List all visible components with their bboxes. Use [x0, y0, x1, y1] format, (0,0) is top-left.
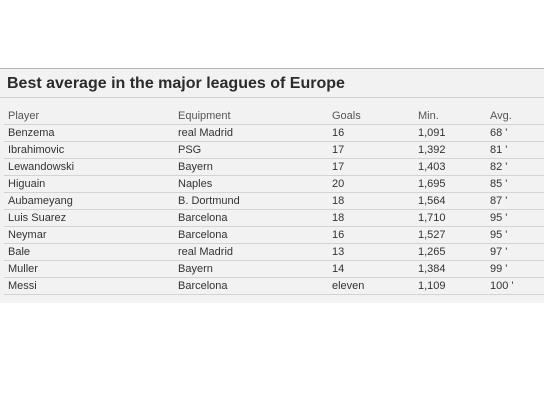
cell-average: 87 ': [486, 192, 544, 210]
table-row: Muller Bayern 14 1,384 99 ': [4, 260, 544, 278]
table-row: Lewandowski Bayern 17 1,403 82 ': [4, 158, 544, 176]
cell-goals: 20: [328, 175, 414, 193]
widget-title: Best average in the major leagues of Eur…: [7, 75, 345, 92]
cell-player: Neymar: [4, 226, 174, 244]
cell-player: Lewandowski: [4, 158, 174, 176]
cell-player: Ibrahimovic: [4, 141, 174, 159]
cell-average: 82 ': [486, 158, 544, 176]
cell-team: Naples: [174, 175, 328, 193]
cell-goals: 17: [328, 158, 414, 176]
table-row: Bale real Madrid 13 1,265 97 ': [4, 243, 544, 261]
cell-player: Messi: [4, 277, 174, 295]
title-divider: [0, 97, 544, 98]
table-header-row: Player Equipment Goals Min. Avg.: [4, 107, 544, 125]
table-body: Benzema real Madrid 16 1,091 68 ' Ibrahi…: [4, 124, 544, 295]
cell-minutes: 1,109: [414, 277, 486, 295]
cell-average: 68 ': [486, 124, 544, 142]
cell-minutes: 1,527: [414, 226, 486, 244]
cell-minutes: 1,265: [414, 243, 486, 261]
cell-player: Luis Suarez: [4, 209, 174, 227]
cell-player: Higuain: [4, 175, 174, 193]
cell-team: real Madrid: [174, 124, 328, 142]
cell-team: Barcelona: [174, 277, 328, 295]
cell-average: 97 ': [486, 243, 544, 261]
cell-average: 95 ': [486, 209, 544, 227]
cell-team: Bayern: [174, 158, 328, 176]
cell-average: 95 ': [486, 226, 544, 244]
cell-minutes: 1,710: [414, 209, 486, 227]
cell-minutes: 1,564: [414, 192, 486, 210]
cell-average: 81 ': [486, 141, 544, 159]
table-row: Aubameyang B. Dortmund 18 1,564 87 ': [4, 192, 544, 210]
cell-team: Barcelona: [174, 226, 328, 244]
cell-minutes: 1,403: [414, 158, 486, 176]
cell-goals: eleven: [328, 277, 414, 295]
cell-goals: 14: [328, 260, 414, 278]
stats-widget: Best average in the major leagues of Eur…: [0, 68, 544, 303]
cell-goals: 16: [328, 124, 414, 142]
table-row: Higuain Naples 20 1,695 85 ': [4, 175, 544, 193]
stats-table: Player Equipment Goals Min. Avg. Benzema…: [4, 107, 544, 295]
header-average: Avg.: [486, 107, 544, 125]
header-team: Equipment: [174, 107, 328, 125]
cell-player: Benzema: [4, 124, 174, 142]
cell-team: real Madrid: [174, 243, 328, 261]
table-row: Neymar Barcelona 16 1,527 95 ': [4, 226, 544, 244]
cell-goals: 16: [328, 226, 414, 244]
cell-minutes: 1,384: [414, 260, 486, 278]
cell-average: 85 ': [486, 175, 544, 193]
cell-goals: 18: [328, 209, 414, 227]
cell-goals: 17: [328, 141, 414, 159]
cell-team: PSG: [174, 141, 328, 159]
cell-goals: 18: [328, 192, 414, 210]
cell-player: Aubameyang: [4, 192, 174, 210]
table-row: Luis Suarez Barcelona 18 1,710 95 ': [4, 209, 544, 227]
cell-average: 99 ': [486, 260, 544, 278]
cell-team: Barcelona: [174, 209, 328, 227]
table-row: Benzema real Madrid 16 1,091 68 ': [4, 124, 544, 142]
cell-minutes: 1,695: [414, 175, 486, 193]
table-row: Ibrahimovic PSG 17 1,392 81 ': [4, 141, 544, 159]
table-row: Messi Barcelona eleven 1,109 100 ': [4, 277, 544, 295]
header-minutes: Min.: [414, 107, 486, 125]
cell-player: Muller: [4, 260, 174, 278]
cell-player: Bale: [4, 243, 174, 261]
header-goals: Goals: [328, 107, 414, 125]
cell-team: B. Dortmund: [174, 192, 328, 210]
cell-minutes: 1,091: [414, 124, 486, 142]
cell-minutes: 1,392: [414, 141, 486, 159]
cell-team: Bayern: [174, 260, 328, 278]
header-player: Player: [4, 107, 174, 125]
cell-average: 100 ': [486, 277, 544, 295]
cell-goals: 13: [328, 243, 414, 261]
